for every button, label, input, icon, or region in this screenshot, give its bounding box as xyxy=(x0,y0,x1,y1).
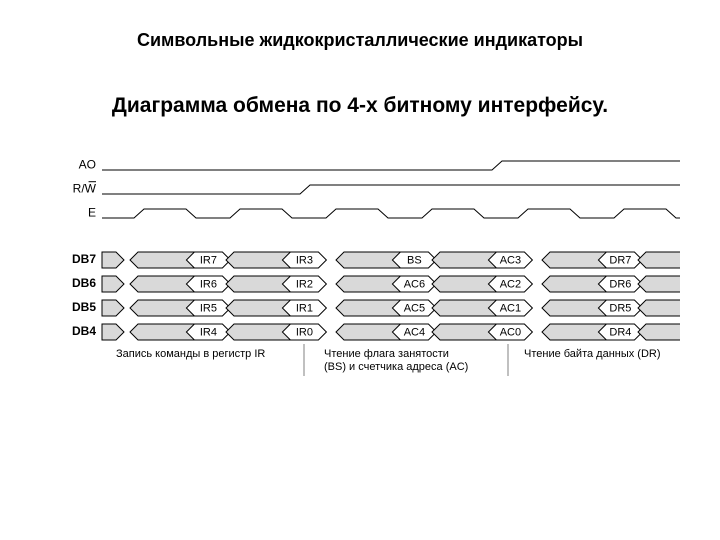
signal-wave-rw xyxy=(102,185,680,194)
bus-label-db4: DB4 xyxy=(72,324,96,338)
bus-value: IR1 xyxy=(296,302,313,314)
timing-diagram: AOR/WEDB7IR7IR3BSAC3DR7DR3DB6IR6IR2AC6AC… xyxy=(40,140,680,400)
bus-value: AC0 xyxy=(500,326,521,338)
slide: Символьные жидкокристаллические индикато… xyxy=(0,0,720,540)
bus-value: IR3 xyxy=(296,254,313,266)
bus-value: DR7 xyxy=(609,254,631,266)
section-caption: Запись команды в регистр IR xyxy=(116,348,265,360)
bus-value: AC4 xyxy=(404,326,425,338)
bus-value: IR6 xyxy=(200,278,217,290)
bus-value: IR0 xyxy=(296,326,313,338)
bus-value: AC1 xyxy=(500,302,521,314)
signal-label-rw: R/W xyxy=(73,182,97,196)
bus-value: IR7 xyxy=(200,254,217,266)
bus-label-db6: DB6 xyxy=(72,276,96,290)
bus-value: DR4 xyxy=(609,326,631,338)
signal-wave-e xyxy=(102,209,680,218)
bus-value: AC6 xyxy=(404,278,425,290)
diagram-title: Диаграмма обмена по 4-х битному интерфей… xyxy=(0,94,720,118)
bus-value: AC3 xyxy=(500,254,521,266)
bus-value: DR6 xyxy=(609,278,631,290)
section-caption: (BS) и счетчика адреса (AC) xyxy=(324,361,468,373)
bus-label-db5: DB5 xyxy=(72,300,96,314)
signal-label-ao: AO xyxy=(79,158,96,172)
bus-value: AC5 xyxy=(404,302,425,314)
slide-title: Символьные жидкокристаллические индикато… xyxy=(0,30,720,51)
bus-label-db7: DB7 xyxy=(72,252,96,266)
section-caption: Чтение флага занятости xyxy=(324,348,449,360)
bus-value: DR5 xyxy=(609,302,631,314)
bus-value: BS xyxy=(407,254,422,266)
signal-label-e: E xyxy=(88,206,96,220)
bus-value: AC2 xyxy=(500,278,521,290)
section-caption: Чтение байта данных (DR) xyxy=(524,348,661,360)
bus-value: IR4 xyxy=(200,326,217,338)
signal-wave-ao xyxy=(102,161,680,170)
bus-value: IR5 xyxy=(200,302,217,314)
bus-value: IR2 xyxy=(296,278,313,290)
